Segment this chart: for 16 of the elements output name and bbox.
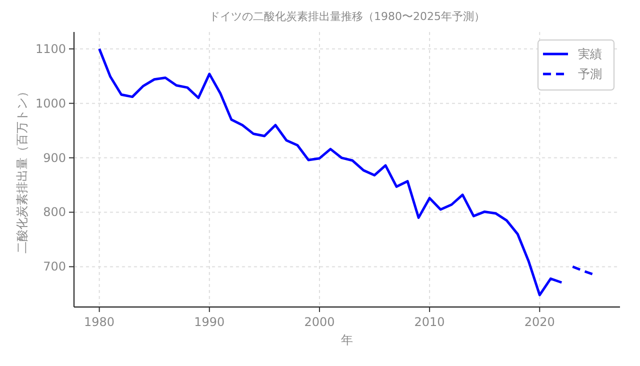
y-tick-label: 700	[43, 260, 66, 274]
legend-label: 実績	[578, 47, 602, 61]
y-axis-title: 二酸化炭素排出量（百万トン）	[15, 86, 29, 254]
x-axis-title: 年	[341, 333, 353, 347]
x-tick-label: 2020	[524, 315, 555, 329]
x-tick-label: 1990	[194, 315, 225, 329]
y-tick-label: 1000	[35, 96, 66, 110]
chart-title: ドイツの二酸化炭素排出量推移（1980〜2025年予測）	[209, 10, 485, 23]
x-tick-label: 2010	[414, 315, 445, 329]
y-tick-label: 900	[43, 150, 66, 165]
y-tick-label: 1100	[35, 42, 66, 56]
x-tick-label: 2000	[304, 315, 335, 329]
legend-label: 予測	[578, 67, 602, 81]
y-tick-label: 800	[43, 205, 66, 220]
x-tick-label: 1980	[84, 315, 115, 329]
line-series	[98, 48, 563, 296]
